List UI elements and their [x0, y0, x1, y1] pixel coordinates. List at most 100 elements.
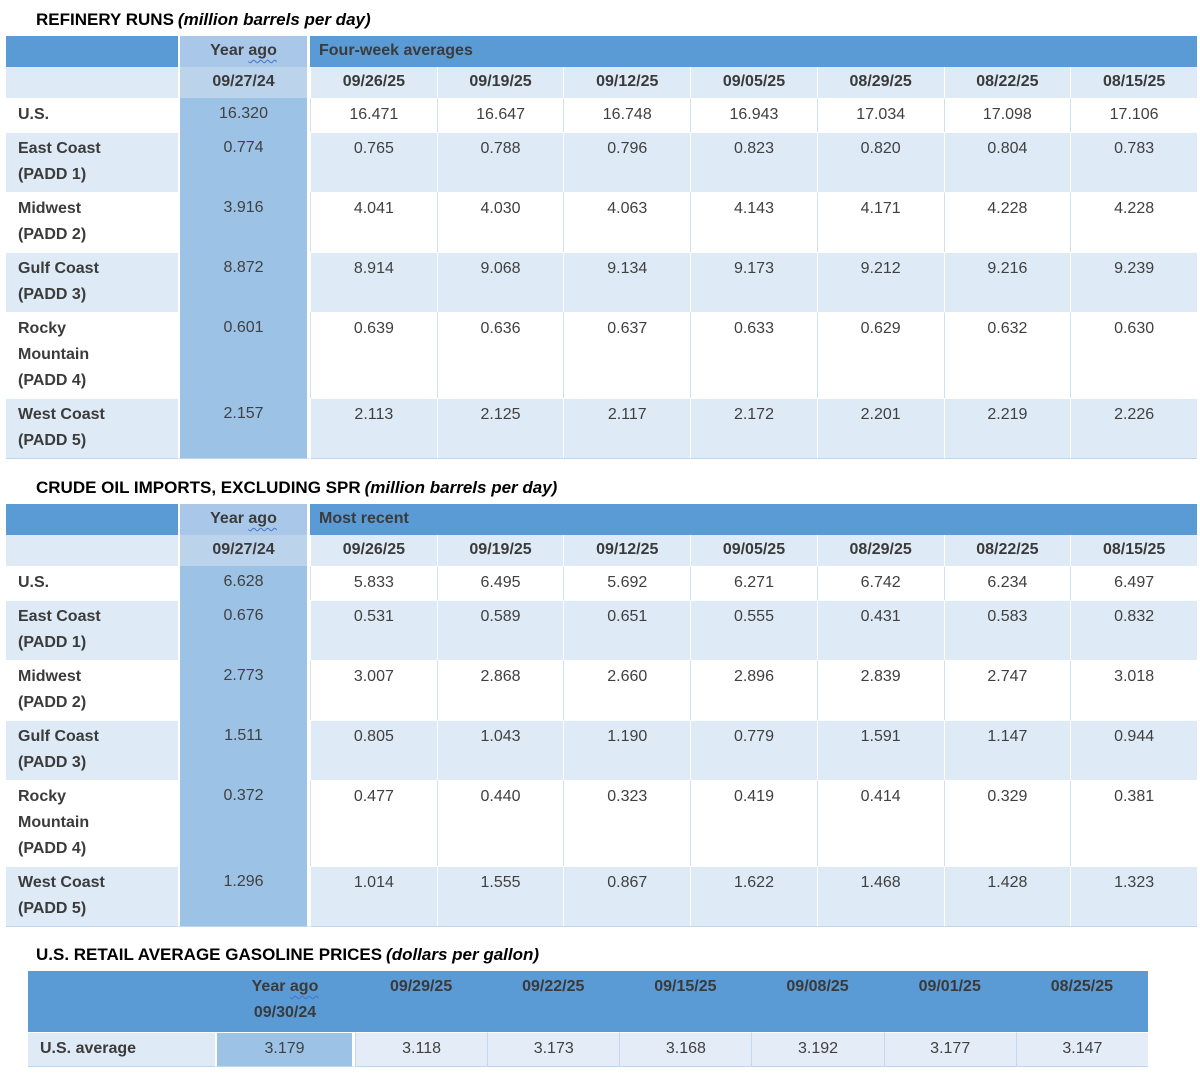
- date-cell: 09/15/25: [619, 971, 752, 1032]
- value-cell: 1.014: [310, 866, 437, 927]
- crude-oil-imports-table-host: Year ago Most recent 09/27/24 09/26/25 09/19…: [6, 504, 1200, 927]
- title-unit: (dollars per gallon): [386, 945, 540, 964]
- value-cell: 3.118: [355, 1032, 488, 1067]
- table-row-gulf-coast-padd-3: Gulf Coast (PADD 3) 1.511 0.805 1.043 1.190 0…: [6, 720, 1197, 780]
- value-cell: 0.804: [943, 132, 1071, 192]
- value-cell: 2.839: [816, 660, 944, 720]
- table-row-u-s: U.S. 6.628 5.833 6.495 5.692 6.271 6.742 6.234 6…: [6, 566, 1197, 600]
- period-header-cell: Four-week averages: [310, 36, 1197, 67]
- value-cell: 0.832: [1070, 600, 1197, 660]
- value-cell: 3.018: [1070, 660, 1197, 720]
- value-cell: 9.173: [690, 252, 817, 312]
- value-cell: 16.943: [690, 98, 817, 132]
- year-ago-header-cell: Year ago 09/30/24: [215, 971, 355, 1032]
- date-cell: 09/05/25: [690, 535, 817, 566]
- table-row-u-s-average: U.S. average 3.179 3.118 3.173 3.168 3.192 3.1…: [28, 1032, 1148, 1067]
- date-cell: 09/26/25: [310, 535, 437, 566]
- value-cell: 3.168: [619, 1032, 752, 1067]
- title-text: U.S. RETAIL AVERAGE GASOLINE PRICES: [36, 945, 383, 964]
- date-cell: 08/29/25: [816, 67, 944, 98]
- value-cell: 2.113: [310, 398, 437, 459]
- table-row-rocky-mountain-padd-4: Rocky Mountain (PADD 4) 0.601 0.639 0.636 0.…: [6, 312, 1197, 398]
- value-cell: 0.867: [563, 866, 691, 927]
- row-label-u-s: U.S.: [6, 98, 178, 132]
- value-cell: 0.633: [690, 312, 817, 398]
- date-cell: 08/22/25: [943, 67, 1071, 98]
- date-cell: 09/05/25: [690, 67, 817, 98]
- table-row-west-coast-padd-5: West Coast (PADD 5) 2.157 2.113 2.125 2.117 2…: [6, 398, 1197, 459]
- table-row-rocky-mountain-padd-4: Rocky Mountain (PADD 4) 0.372 0.477 0.440 0.…: [6, 780, 1197, 866]
- year-ago-date-cell: 09/27/24: [178, 535, 310, 566]
- value-cell: 17.034: [816, 98, 944, 132]
- year-ago-label-squiggle: ago: [248, 42, 277, 59]
- value-cell: 9.134: [563, 252, 691, 312]
- value-cell: 1.428: [943, 866, 1071, 927]
- date-cell: 08/15/25: [1070, 67, 1197, 98]
- date-cell: 09/19/25: [436, 535, 564, 566]
- value-cell: 3.147: [1015, 1032, 1148, 1067]
- year-ago-value-cell: 0.774: [178, 132, 310, 192]
- value-cell: 4.228: [943, 192, 1071, 252]
- value-cell: 3.177: [883, 1032, 1016, 1067]
- year-ago-label: Year: [210, 510, 249, 527]
- value-cell: 1.555: [436, 866, 564, 927]
- value-cell: 0.323: [563, 780, 691, 866]
- year-ago-value-cell: 0.676: [178, 600, 310, 660]
- corner-cell: [6, 504, 178, 535]
- blank-cell: [6, 67, 178, 98]
- row-label-gulf-coast-padd-3: Gulf Coast (PADD 3): [6, 252, 178, 312]
- value-cell: 0.651: [563, 600, 691, 660]
- blank-cell: [6, 535, 178, 566]
- value-cell: 4.041: [310, 192, 437, 252]
- blank-cell: [28, 971, 215, 1032]
- value-cell: 6.497: [1070, 566, 1197, 600]
- value-cell: 0.329: [943, 780, 1071, 866]
- value-cell: 6.234: [943, 566, 1071, 600]
- value-cell: 1.147: [943, 720, 1071, 780]
- value-cell: 17.106: [1070, 98, 1197, 132]
- value-cell: 16.647: [436, 98, 564, 132]
- value-cell: 0.779: [690, 720, 817, 780]
- year-ago-label: Year: [251, 978, 290, 995]
- value-cell: 0.636: [436, 312, 564, 398]
- value-cell: 6.742: [816, 566, 944, 600]
- year-ago-value-cell: 1.511: [178, 720, 310, 780]
- value-cell: 9.216: [943, 252, 1071, 312]
- table-row-u-s: U.S. 16.320 16.471 16.647 16.748 16.943 17.034…: [6, 98, 1197, 132]
- value-cell: 0.823: [690, 132, 817, 192]
- date-cell: 08/22/25: [943, 535, 1071, 566]
- value-cell: 2.219: [943, 398, 1071, 459]
- value-cell: 2.125: [436, 398, 564, 459]
- year-ago-header-cell: Year ago: [178, 504, 310, 535]
- title-unit: (million barrels per day): [364, 478, 558, 497]
- value-cell: 1.043: [436, 720, 564, 780]
- value-cell: 9.212: [816, 252, 944, 312]
- year-ago-value-cell: 6.628: [178, 566, 310, 600]
- table-row-midwest-padd-2: Midwest (PADD 2) 2.773 3.007 2.868 2.660 2.89…: [6, 660, 1197, 720]
- year-ago-value-cell: 1.296: [178, 866, 310, 927]
- value-cell: 2.117: [563, 398, 691, 459]
- value-cell: 5.692: [563, 566, 691, 600]
- year-ago-value-cell: 2.773: [178, 660, 310, 720]
- group-header-row: Year ago Most recent: [6, 504, 1197, 535]
- row-label-west-coast-padd-5: West Coast (PADD 5): [6, 866, 178, 927]
- value-cell: 1.190: [563, 720, 691, 780]
- crude-oil-imports-table: Year ago Most recent 09/27/24 09/26/25 09/19…: [6, 504, 1197, 927]
- value-cell: 0.944: [1070, 720, 1197, 780]
- value-cell: 3.173: [487, 1032, 620, 1067]
- date-cell: 08/29/25: [816, 535, 944, 566]
- date-cell: 09/26/25: [310, 67, 437, 98]
- value-cell: 0.414: [816, 780, 944, 866]
- value-cell: 4.063: [563, 192, 691, 252]
- value-cell: 4.171: [816, 192, 944, 252]
- year-ago-value-cell: 3.179: [215, 1032, 355, 1067]
- title-text: REFINERY RUNS: [36, 10, 174, 29]
- date-cell: 08/15/25: [1070, 535, 1197, 566]
- value-cell: 2.201: [816, 398, 944, 459]
- value-cell: 1.591: [816, 720, 944, 780]
- date-header-row: 09/27/24 09/26/25 09/19/25 09/12/25 09/05/25…: [6, 535, 1197, 566]
- year-ago-value-cell: 2.157: [178, 398, 310, 459]
- date-header-row: 09/27/24 09/26/25 09/19/25 09/12/25 09/05/25…: [6, 67, 1197, 98]
- value-cell: 3.007: [310, 660, 437, 720]
- table-row-gulf-coast-padd-3: Gulf Coast (PADD 3) 8.872 8.914 9.068 9.134 9…: [6, 252, 1197, 312]
